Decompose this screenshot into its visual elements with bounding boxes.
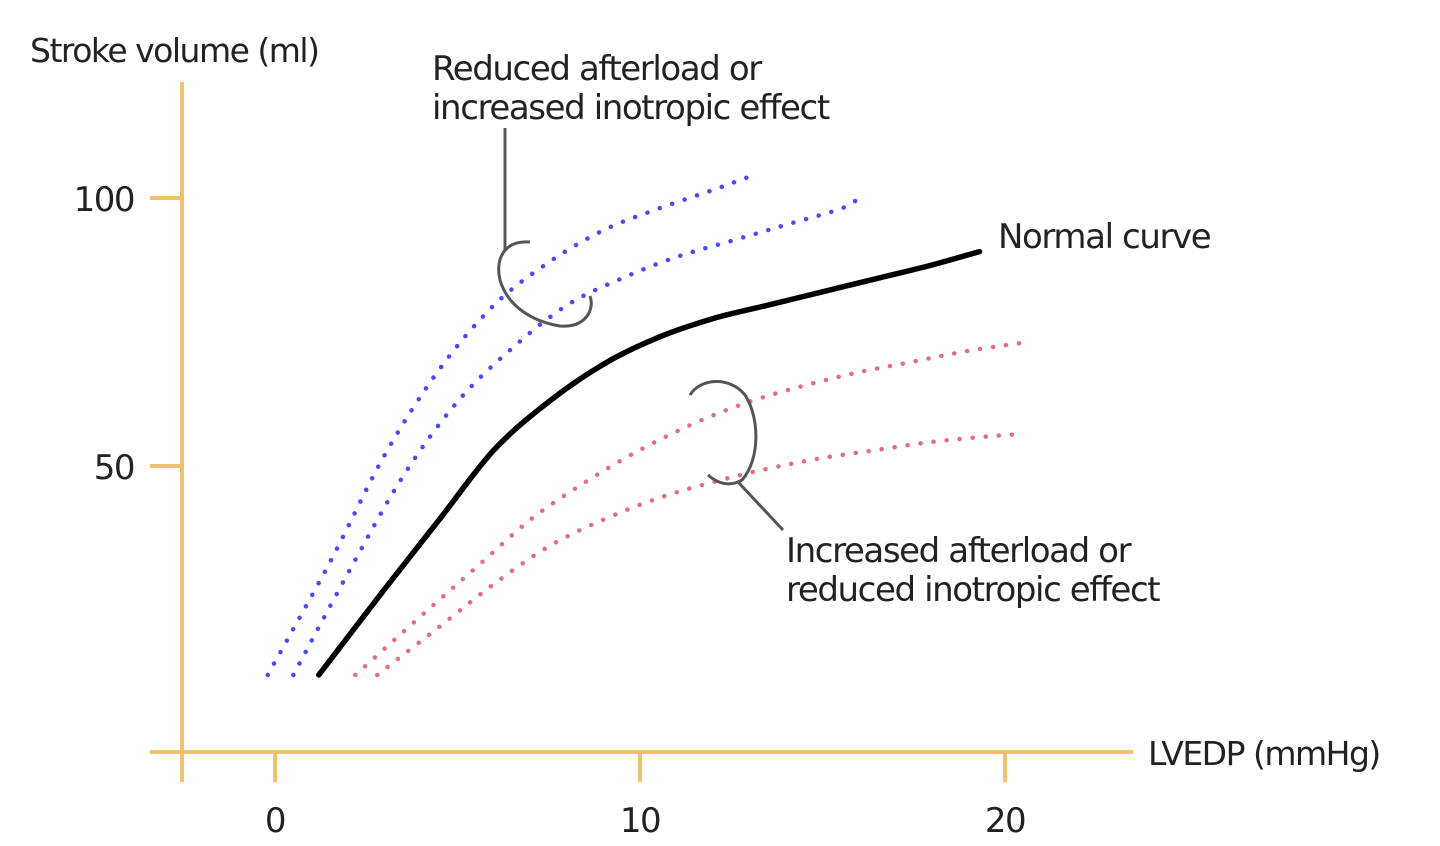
annotation-reduced-afterload: Reduced afterload or increased inotropic…: [432, 49, 831, 128]
x-ticks: 0 10 20: [180, 752, 1027, 841]
annotation-normal-curve: Normal curve: [998, 217, 1211, 257]
y-axis-title: Stroke volume (ml): [30, 31, 318, 70]
annotation-brace-reduced-afterload: [497, 128, 593, 328]
y-ticks: 50 100: [74, 180, 182, 488]
series-line-2: [316, 248, 983, 678]
y-tick-label-100: 100: [74, 180, 134, 220]
leader-line-increased-afterload: [736, 480, 785, 532]
annotation-increased-afterload-line1: Increased afterload or: [786, 531, 1132, 571]
x-tick-label-10: 10: [620, 801, 660, 841]
annotation-reduced-afterload-line1: Reduced afterload or: [432, 49, 762, 89]
annotation-increased-afterload: Increased afterload or reduced inotropic…: [786, 531, 1162, 610]
series-line-4: [374, 431, 1026, 678]
y-tick-label-50: 50: [94, 448, 134, 488]
axes: 0 10 20 50 100: [74, 82, 1133, 841]
x-tick-label-0: 0: [265, 801, 285, 841]
annotation-increased-afterload-line2: reduced inotropic effect: [786, 570, 1160, 610]
x-tick-label-20: 20: [985, 801, 1025, 841]
annotation-brace-increased-afterload: [688, 380, 785, 532]
series-layer: [265, 174, 1026, 678]
annotation-reduced-afterload-line2: increased inotropic effect: [432, 88, 830, 128]
x-axis-title: LVEDP (mmHg): [1148, 734, 1380, 773]
brace-reduced-afterload: [497, 240, 593, 328]
series-line-0: [265, 174, 752, 678]
series-line-3: [353, 340, 1026, 678]
brace-increased-afterload: [688, 380, 758, 486]
series-line-1: [291, 195, 862, 678]
